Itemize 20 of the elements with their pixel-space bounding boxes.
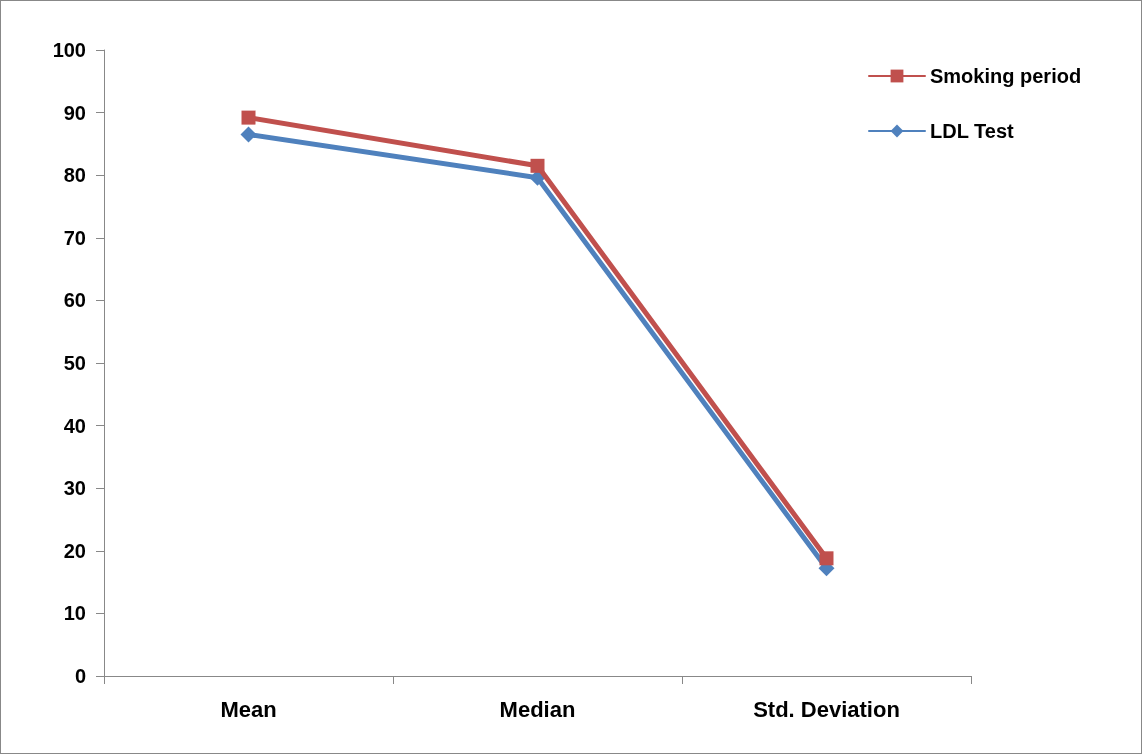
y-tick-label: 40 — [63, 414, 86, 437]
y-tick-label: 10 — [63, 602, 86, 625]
y-tick-label: 60 — [63, 289, 86, 312]
y-tick-label: 80 — [63, 164, 86, 187]
legend-label: Smoking period — [930, 65, 1082, 87]
y-tick-label: 90 — [63, 101, 86, 124]
point — [530, 158, 545, 173]
point — [240, 126, 257, 143]
x-tick-label: Mean — [220, 696, 277, 722]
point — [819, 551, 834, 566]
y-tick-label: 50 — [63, 352, 86, 374]
y-tick-label: 0 — [74, 665, 86, 687]
y-tick-label: 100 — [52, 39, 86, 61]
legend-label: LDL Test — [930, 120, 1015, 142]
point — [241, 110, 256, 125]
y-tick-label: 20 — [63, 539, 86, 562]
y-tick-label: 30 — [63, 477, 86, 500]
x-tick-label: Median — [499, 696, 576, 722]
x-tick-label: Std. Deviation — [753, 696, 900, 722]
y-tick-label: 70 — [63, 226, 86, 249]
